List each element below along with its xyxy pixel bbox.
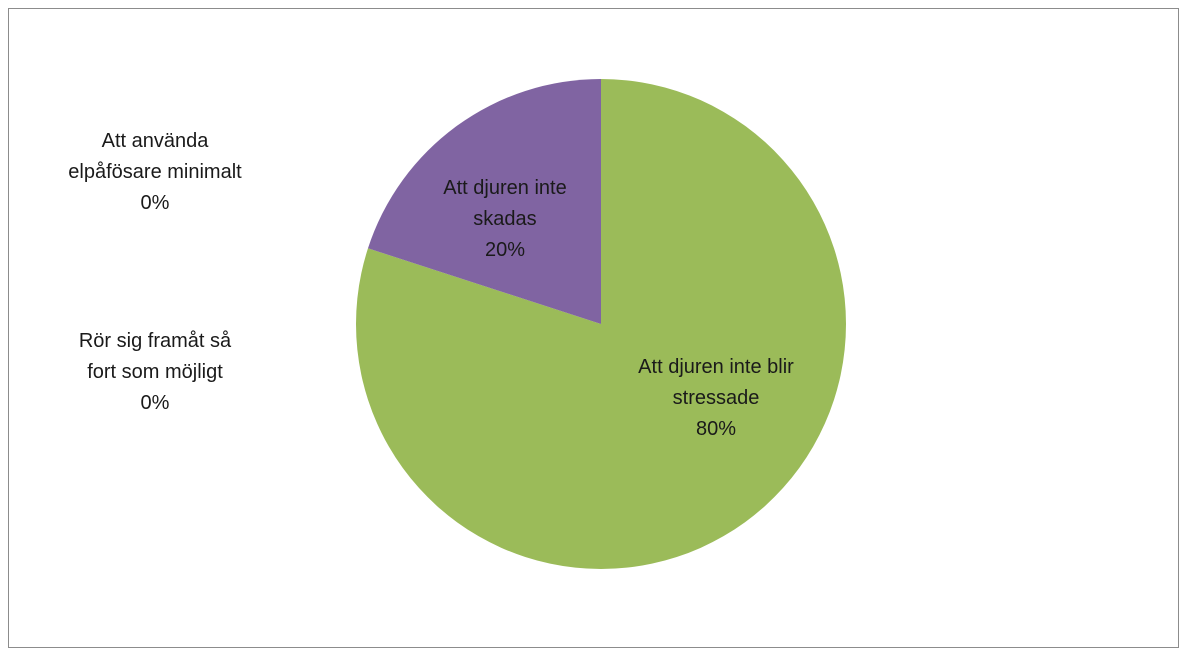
slice-label-elpafosare-percent: 0%: [140, 192, 170, 214]
slice-label-skadas-line2: skadas: [473, 208, 537, 230]
slice-label-framat-line2: fort som möjligt: [87, 361, 223, 383]
slice-label-framat: Rör sig framåt så fort som möjligt 0%: [79, 326, 231, 419]
slice-label-skadas-percent: 20%: [484, 239, 526, 261]
slice-label-skadas-line1: Att djuren inte: [443, 177, 567, 199]
slice-label-stressade-line2: stressade: [672, 387, 760, 409]
pie-slice-1: [367, 79, 601, 324]
slice-label-elpafosare-line2: elpåfösare minimalt: [68, 161, 242, 183]
slice-label-elpafosare: Att använda elpåfösare minimalt 0%: [68, 126, 241, 219]
slice-label-stressade: Att djuren inte blir stressade 80%: [638, 352, 794, 445]
slice-label-framat-line1: Rör sig framåt så: [78, 330, 232, 352]
pie-slice-0: [355, 79, 846, 569]
slice-label-stressade-percent: 80%: [695, 418, 737, 440]
slice-label-framat-percent: 0%: [140, 392, 170, 414]
slice-label-skadas: Att djuren inte skadas 20%: [443, 173, 566, 266]
pie-chart: [355, 79, 846, 569]
slice-label-stressade-line1: Att djuren inte blir: [638, 356, 794, 378]
slice-label-elpafosare-line1: Att använda: [101, 130, 209, 152]
pie-slices: [355, 79, 846, 569]
